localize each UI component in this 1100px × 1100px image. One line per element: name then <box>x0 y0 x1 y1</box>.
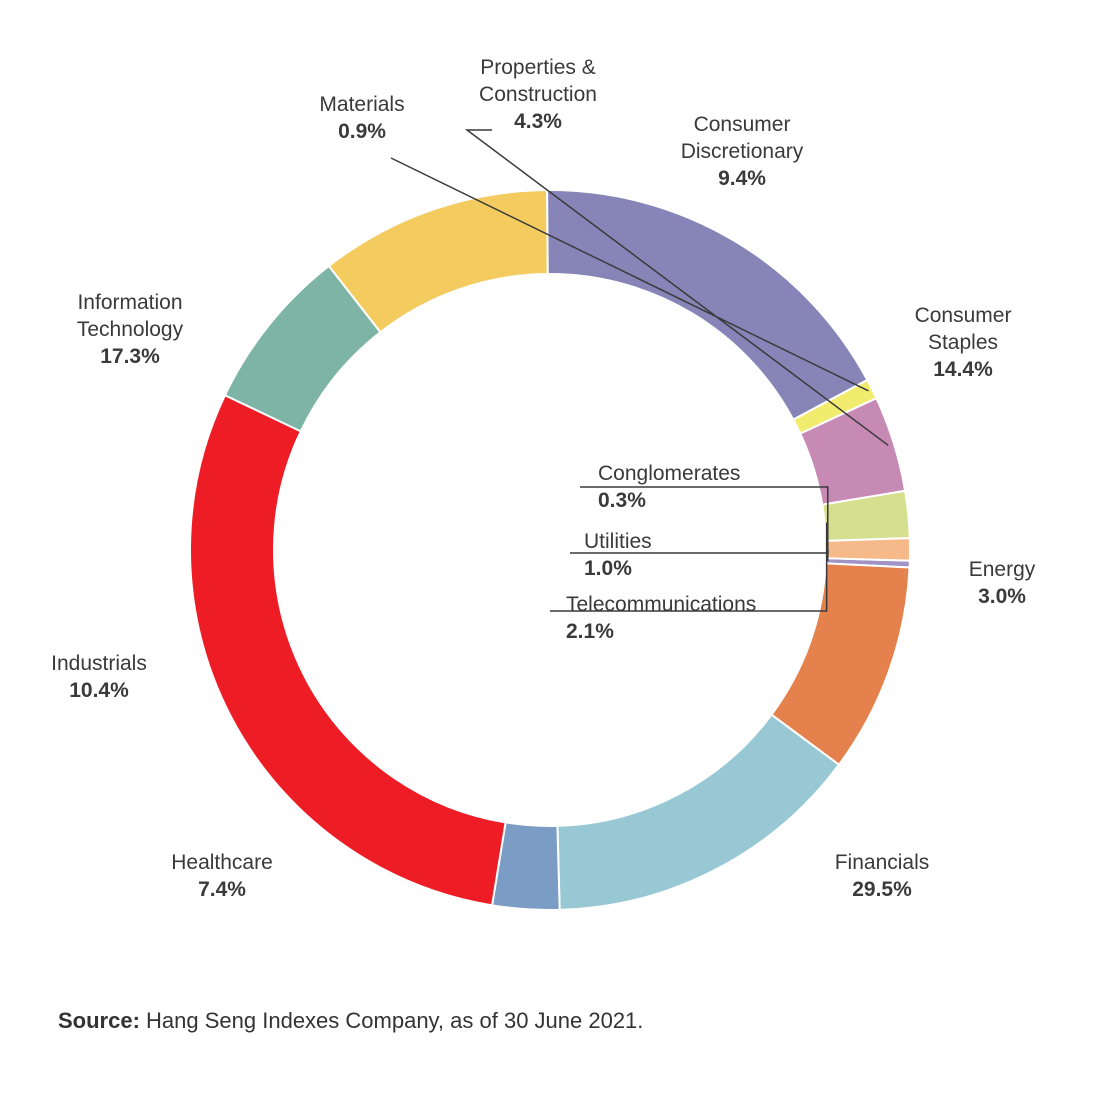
label-value-industrials: 10.4% <box>69 679 129 702</box>
label-value-healthcare: 7.4% <box>198 878 246 901</box>
label-telecommunications: Telecommunications 2.1% <box>566 593 756 643</box>
label-energy: Energy 3.0% <box>969 558 1036 608</box>
label-name-properties-construction-0: Properties & <box>480 56 596 79</box>
label-utilities: Utilities 1.0% <box>584 530 652 580</box>
label-name-telecommunications-0: Telecommunications <box>566 593 756 616</box>
label-name-conglomerates-0: Conglomerates <box>598 462 740 485</box>
label-value-consumer-staples: 14.4% <box>933 358 993 381</box>
label-name-information-technology-0: Information <box>77 291 182 314</box>
leader-materials <box>390 157 869 392</box>
slice-information-technology <box>546 189 869 422</box>
label-name-consumer-discretionary-0: Consumer <box>694 113 791 136</box>
label-consumer-staples: Consumer Staples 14.4% <box>915 304 1012 381</box>
leader-conglomerates <box>580 486 829 561</box>
label-value-utilities: 1.0% <box>584 557 632 580</box>
label-consumer-discretionary: Consumer Discretionary 9.4% <box>681 113 804 190</box>
label-value-consumer-discretionary: 9.4% <box>718 167 766 190</box>
label-name-financials-0: Financials <box>835 851 930 874</box>
slice-consumer-staples <box>556 713 841 911</box>
leader-properties-construction <box>464 129 889 446</box>
label-conglomerates: Conglomerates 0.3% <box>598 462 740 512</box>
slice-financials <box>189 393 507 907</box>
label-value-energy: 3.0% <box>978 585 1026 608</box>
label-value-materials: 0.9% <box>338 120 386 143</box>
label-name-industrials-0: Industrials <box>51 652 147 675</box>
label-name-consumer-staples-0: Consumer <box>915 304 1012 327</box>
label-name-energy-0: Energy <box>969 558 1036 581</box>
source-text: Hang Seng Indexes Company, as of 30 June… <box>139 1008 644 1033</box>
label-materials: Materials 0.9% <box>319 93 404 143</box>
label-name-utilities-0: Utilities <box>584 530 652 553</box>
label-name-healthcare-0: Healthcare <box>171 851 273 874</box>
label-value-conglomerates: 0.3% <box>598 489 646 512</box>
label-name-consumer-discretionary-1: Discretionary <box>681 140 804 163</box>
donut-slices <box>189 189 911 911</box>
label-name-materials-0: Materials <box>319 93 404 116</box>
label-financials: Financials 29.5% <box>835 851 930 901</box>
label-properties-construction: Properties & Construction 4.3% <box>479 56 597 133</box>
source-label: Source: <box>58 1008 140 1033</box>
slice-utilities <box>824 537 911 562</box>
label-name-information-technology-1: Technology <box>77 318 184 341</box>
label-industrials: Industrials 10.4% <box>51 652 147 702</box>
label-healthcare: Healthcare 7.4% <box>171 851 273 901</box>
label-value-financials: 29.5% <box>852 878 912 901</box>
source-note: Source: Hang Seng Indexes Company, as of… <box>58 1008 643 1034</box>
label-value-information-technology: 17.3% <box>100 345 160 368</box>
label-name-properties-construction-1: Construction <box>479 83 597 106</box>
leader-utilities <box>570 549 829 554</box>
leader-telecommunications <box>550 522 828 612</box>
label-value-properties-construction: 4.3% <box>514 110 562 133</box>
label-information-technology: Information Technology 17.3% <box>77 291 184 368</box>
leader-lines <box>390 129 889 612</box>
slice-labels: Conglomerates 0.3% Consumer Discretionary 9.… <box>51 56 1036 901</box>
label-value-telecommunications: 2.1% <box>566 620 614 643</box>
label-name-consumer-staples-1: Staples <box>928 331 998 354</box>
